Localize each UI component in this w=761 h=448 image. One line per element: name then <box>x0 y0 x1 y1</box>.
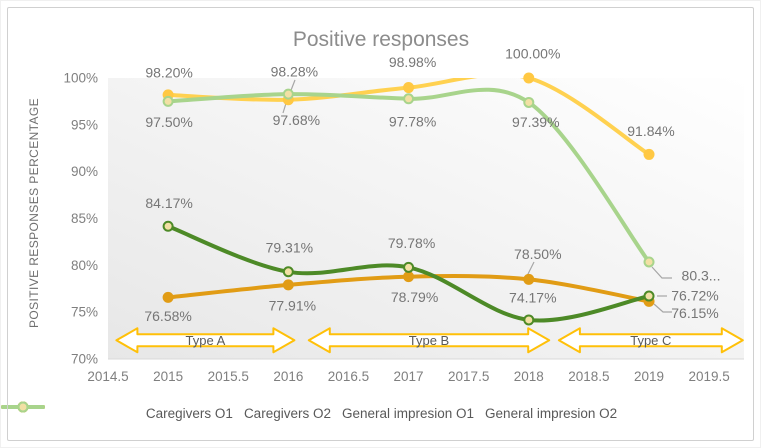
data-label-caregivers-o1: 78.50% <box>514 246 561 262</box>
data-label-general-impresion-o2: 98.28% <box>271 64 318 80</box>
data-point-general-impresion-o2 <box>162 95 174 107</box>
annotation-arrow-type-a <box>115 327 296 354</box>
y-tick-label: 90% <box>71 164 98 179</box>
y-tick-label: 95% <box>71 117 98 132</box>
data-label-general-impresion-o1: 98.20% <box>145 64 192 80</box>
legend-label-caregivers-o1: Caregivers O1 <box>145 405 233 421</box>
legend-label-caregivers-o2: Caregivers O2 <box>243 405 331 421</box>
data-point-caregivers-o2 <box>523 314 535 326</box>
data-point-general-impresion-o2 <box>282 88 294 100</box>
legend-item-caregivers-o1: Caregivers O1 <box>1 401 233 421</box>
x-tick-label: 2015 <box>153 369 183 384</box>
data-point-caregivers-o1 <box>162 291 174 303</box>
data-label-caregivers-o2: 76.72% <box>671 288 718 304</box>
x-tick-label: 2019 <box>634 369 664 384</box>
data-label-caregivers-o1: 78.79% <box>391 289 438 305</box>
data-label-general-impresion-o1: 97.68% <box>273 112 320 128</box>
plot-background <box>108 78 744 359</box>
x-tick-label: 2019.5 <box>688 369 729 384</box>
data-point-caregivers-o1 <box>403 271 415 283</box>
x-tick-label: 2014.5 <box>87 369 128 384</box>
x-tick-label: 2018 <box>514 369 544 384</box>
legend-label-general-impresion-o2: General impresion O2 <box>485 405 618 421</box>
annotation-label-type-a: Type A <box>186 333 226 348</box>
data-label-general-impresion-o1: 91.84% <box>627 123 674 139</box>
data-label-caregivers-o1: 76.58% <box>144 308 191 324</box>
data-point-caregivers-o1 <box>282 279 294 291</box>
data-point-general-impresion-o2 <box>643 256 655 268</box>
data-label-caregivers-o2: 84.17% <box>145 195 192 211</box>
x-tick-label: 2016 <box>273 369 303 384</box>
x-tick-label: 2017 <box>394 369 424 384</box>
y-tick-label: 75% <box>71 305 98 320</box>
annotation-arrow-type-b <box>307 327 551 354</box>
data-point-caregivers-o2 <box>643 290 655 302</box>
data-point-general-impresion-o1 <box>523 72 535 84</box>
data-label-leader-line <box>653 303 672 313</box>
y-tick-label: 70% <box>71 352 98 367</box>
data-point-general-impresion-o2 <box>403 93 415 105</box>
data-label-general-impresion-o1: 100.00% <box>505 46 560 62</box>
data-point-general-impresion-o1 <box>643 148 655 160</box>
legend-marker-general-impresion-o2 <box>1 401 45 413</box>
y-tick-label: 85% <box>71 211 98 226</box>
data-point-caregivers-o2 <box>162 220 174 232</box>
y-axis-title: POSITIVE RESPONSES PERCENTAGE <box>27 98 41 328</box>
legend-item-general-impresion-o1: General impresion O1 <box>1 401 475 421</box>
chart-title: Positive responses <box>293 28 469 51</box>
data-label-caregivers-o2: 79.31% <box>266 239 313 255</box>
legend-item-general-impresion-o2: General impresion O2 <box>1 401 618 421</box>
plot-area: 2014.5 2015 2015.5 2016 2016.5 2017 2017.5 2018… <box>63 46 744 384</box>
data-label-general-impresion-o1: 98.98% <box>389 54 436 70</box>
data-label-general-impresion-o2: 97.78% <box>389 113 436 129</box>
data-label-general-impresion-o2: 80.3... <box>682 267 721 283</box>
data-label-caregivers-o2: 79.78% <box>388 235 435 251</box>
y-tick-label: 100% <box>63 71 98 86</box>
data-point-caregivers-o2 <box>282 266 294 278</box>
x-tick-label: 2016.5 <box>328 369 369 384</box>
data-label-caregivers-o1: 76.15% <box>671 305 718 321</box>
data-label-general-impresion-o2: 97.50% <box>145 114 192 130</box>
data-label-leader-line <box>526 261 535 277</box>
x-tick-label: 2017.5 <box>448 369 489 384</box>
data-point-general-impresion-o2 <box>523 96 535 108</box>
annotation-label-type-c: Type C <box>630 333 671 348</box>
legend: Caregivers O1 Caregivers O2 General impres… <box>1 400 760 426</box>
annotation-arrow-type-c <box>557 327 744 354</box>
data-label-general-impresion-o2: 97.39% <box>512 114 559 130</box>
y-tick-label: 80% <box>71 258 98 273</box>
data-label-caregivers-o1: 77.91% <box>269 297 316 313</box>
legend-item-caregivers-o2: Caregivers O2 <box>1 401 331 421</box>
x-tick-label: 2018.5 <box>568 369 609 384</box>
data-label-caregivers-o2: 74.17% <box>509 289 556 305</box>
x-tick-label: 2015.5 <box>208 369 249 384</box>
data-point-caregivers-o1 <box>523 273 535 285</box>
data-point-caregivers-o2 <box>403 261 415 273</box>
series-line-general-impresion-o2 <box>166 87 651 264</box>
data-label-leader-line <box>651 266 672 279</box>
annotation-label-type-b: Type B <box>409 333 449 348</box>
legend-label-general-impresion-o1: General impresion O1 <box>341 405 475 421</box>
data-point-general-impresion-o1 <box>403 82 415 94</box>
